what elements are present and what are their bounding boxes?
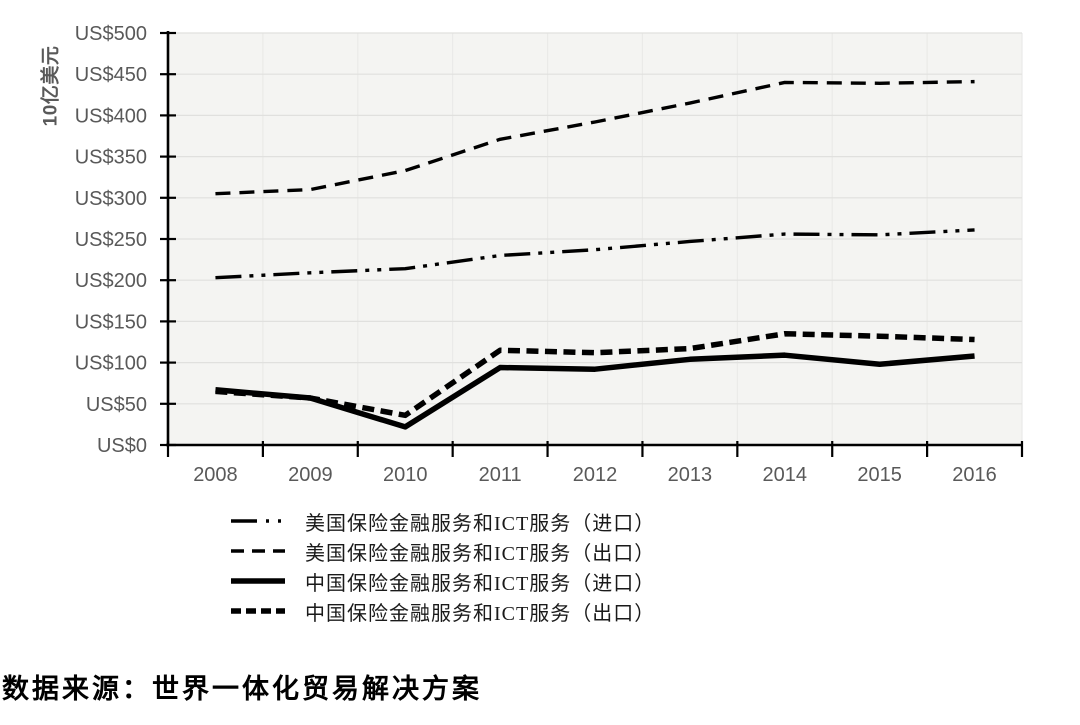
x-tick-label: 2015 — [857, 464, 902, 486]
x-tick-label: 2010 — [383, 464, 428, 486]
series-line-us-imports — [215, 228, 975, 280]
line-chart: US$0 US$50 US$100 US$150 US$200 US$250 US$300 U… — [75, 23, 1024, 486]
series-line-us-exports — [215, 79, 975, 196]
legend-item-us-exports: 美国保险金融服务和ICT服务（出口） — [229, 536, 655, 566]
y-tick-label: US$0 — [97, 435, 147, 457]
y-tick-label: US$100 — [75, 353, 147, 375]
y-tick-label: US$300 — [75, 188, 147, 210]
data-source-caption: 数据来源：世界一体化贸易解决方案 — [2, 674, 482, 704]
legend-line-china-imports-icon — [231, 578, 285, 584]
y-tick-label: US$150 — [75, 311, 147, 333]
y-tick-label: US$250 — [75, 229, 147, 251]
x-tick-label: 2009 — [288, 464, 333, 486]
y-tick-label: US$350 — [75, 147, 147, 169]
legend-item-china-imports: 中国保险金融服务和ICT服务（进口） — [229, 566, 655, 596]
y-tick-label: US$200 — [75, 270, 147, 292]
y-tick-label: US$500 — [75, 23, 147, 45]
series-line-china-imports — [215, 352, 975, 430]
y-tick-label: US$50 — [86, 394, 147, 416]
legend-label: 美国保险金融服务和ICT服务（进口） — [305, 512, 656, 535]
legend: 美国保险金融服务和ICT服务（进口） 美国保险金融服务和ICT服务（出口） 中国… — [229, 506, 655, 626]
y-tick-label: US$450 — [75, 64, 147, 86]
x-tick-label: 2008 — [193, 464, 238, 486]
legend-label: 中国保险金融服务和ICT服务（出口） — [305, 602, 656, 625]
legend-label: 中国保险金融服务和ICT服务（进口） — [305, 572, 656, 595]
x-tick-label: 2016 — [952, 464, 997, 486]
legend-item-us-imports: 美国保险金融服务和ICT服务（进口） — [229, 506, 655, 536]
x-tick-label: 2013 — [668, 464, 713, 486]
legend-line-china-exports-icon — [231, 608, 285, 614]
legend-label: 美国保险金融服务和ICT服务（出口） — [305, 542, 656, 565]
x-tick-label: 2014 — [763, 464, 808, 486]
y-tick-label: US$400 — [75, 105, 147, 127]
legend-item-china-exports: 中国保险金融服务和ICT服务（出口） — [229, 596, 655, 626]
y-axis-title: 10亿美元 — [40, 45, 62, 127]
series-line-china-exports — [215, 331, 975, 419]
legend-line-us-imports-icon — [231, 519, 285, 523]
x-tick-label: 2011 — [479, 464, 522, 486]
x-tick-label: 2012 — [573, 464, 618, 486]
legend-line-us-exports-icon — [231, 549, 285, 553]
